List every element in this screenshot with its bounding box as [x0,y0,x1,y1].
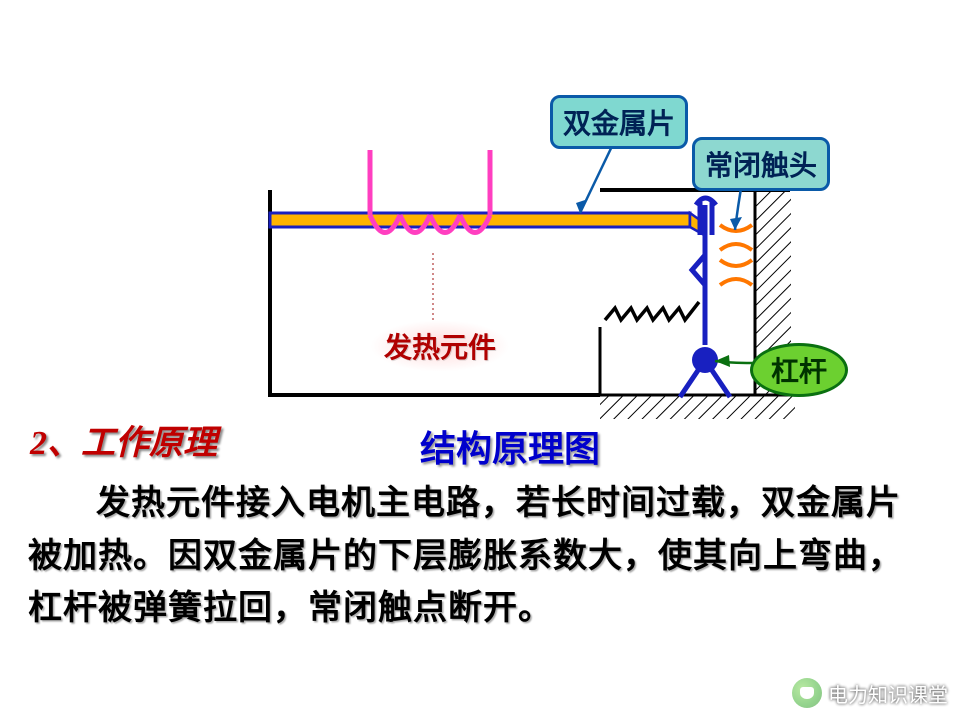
thermal-relay-diagram: 双金属片 常闭触头 杠杆 发热元件 [230,95,840,425]
watermark: 电力知识课堂 [792,678,948,708]
callout-bimetal-strip: 双金属片 [550,95,688,149]
diagram-title: 结构原理图 [420,420,600,472]
watermark-text: 电力知识课堂 [828,679,948,708]
wechat-icon [792,678,822,708]
heating-element-label: 发热元件 [370,320,510,372]
callout-lever: 杠杆 [750,343,848,397]
body-text: 发热元件接入电机主电路，若长时间过载，双金属片被加热。因双金属片的下层膨胀系数大… [28,478,933,636]
callout-nc-contact: 常闭触头 [692,137,830,191]
section-title: 2、工作原理 [30,415,217,464]
